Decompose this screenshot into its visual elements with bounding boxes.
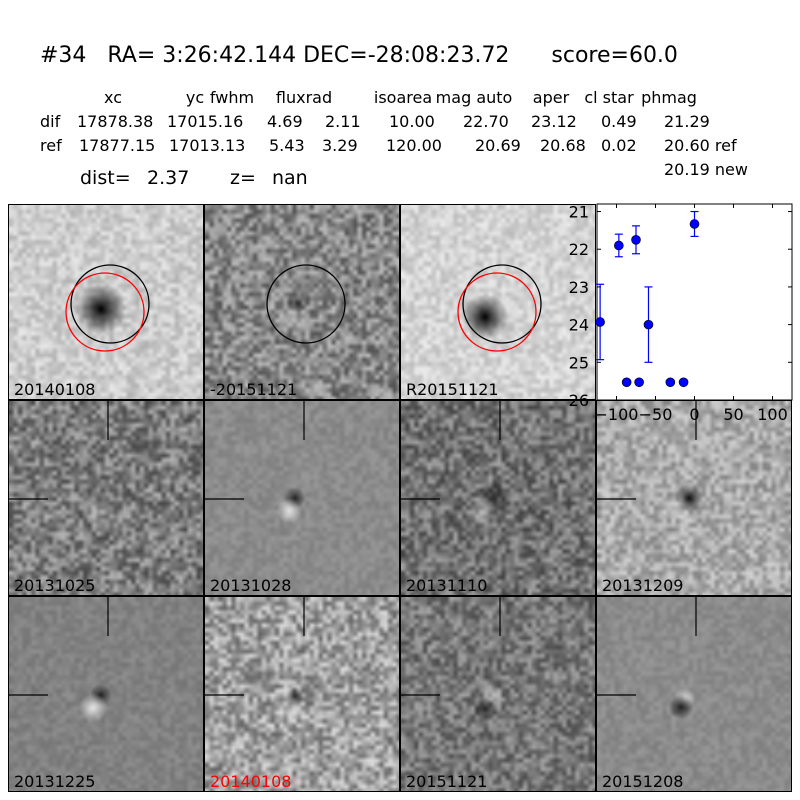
black-aperture-circle (70, 264, 150, 344)
image-stamp[interactable]: R20151121 (400, 204, 596, 400)
table-cell: 20.68 (540, 136, 586, 155)
table-cell: 21.29 (664, 112, 710, 131)
stamp-image (205, 597, 399, 791)
x-tick-label: −50 (639, 405, 673, 424)
x-tick-label: 100 (757, 405, 788, 424)
table-cell: 17877.15 (79, 136, 156, 155)
image-stamp[interactable]: 20151121 (400, 596, 596, 792)
image-stamp[interactable]: 20131025 (8, 400, 204, 596)
row-label: dif (40, 112, 61, 131)
column-header: fwhm (209, 88, 255, 107)
column-header: cl star (584, 88, 634, 107)
y-tick-label: 25 (569, 353, 589, 372)
image-stamp[interactable]: -20151121 (204, 204, 400, 400)
image-stamp[interactable]: 20140108 (204, 596, 400, 792)
data-point (621, 377, 632, 388)
row-label: ref (40, 136, 62, 155)
data-point (689, 219, 700, 229)
stamp-date-label: 20151208 (602, 772, 684, 791)
table-cell: 120.00 (386, 136, 442, 155)
stamp-date-label: 20131209 (602, 576, 684, 595)
z-label: z= (230, 167, 256, 189)
column-header: xc (104, 88, 122, 107)
black-aperture-circle (462, 264, 542, 344)
data-point (643, 319, 654, 330)
table-cell: 17013.13 (169, 136, 246, 155)
table-cell: 23.12 (531, 112, 577, 131)
table-cell: 20.60 ref (664, 136, 737, 155)
y-tick-label: 22 (569, 240, 589, 259)
stamp-image (401, 401, 595, 595)
data-point (634, 377, 644, 388)
black-aperture-circle (266, 264, 346, 344)
table-cell: 17015.16 (167, 112, 244, 131)
x-tick-label: 0 (689, 405, 699, 424)
data-point (595, 317, 605, 327)
column-header: phmag (641, 88, 697, 107)
stamp-date-label: R20151121 (406, 380, 499, 399)
y-tick-label: 24 (569, 316, 589, 335)
stamp-image (205, 205, 399, 399)
table-cell: 5.43 (269, 136, 305, 155)
table-cell: 2.11 (325, 112, 361, 131)
stamp-image (205, 401, 399, 595)
y-tick-label: 23 (569, 278, 589, 297)
data-point (614, 240, 624, 251)
image-stamp[interactable]: 20131110 (400, 400, 596, 596)
image-stamp[interactable]: 20131028 (204, 400, 400, 596)
stamp-image (9, 205, 203, 399)
y-tick-label: 21 (569, 203, 589, 222)
data-point (678, 377, 689, 388)
table-cell: 0.49 (601, 112, 637, 131)
image-stamp[interactable]: 20140108 (8, 204, 204, 400)
stamp-image (401, 205, 595, 399)
table-cell: 10.00 (389, 112, 435, 131)
table-cell: 20.69 (475, 136, 521, 155)
stamp-date-label: 20131110 (406, 576, 488, 595)
candidate-title: #34 RA= 3:26:42.144 DEC=-28:08:23.72 sco… (40, 43, 678, 68)
image-stamp[interactable]: 20131225 (8, 596, 204, 792)
table-cell: 4.69 (267, 112, 303, 131)
red-aperture-circle (65, 272, 145, 352)
table-cell: 17878.38 (77, 112, 154, 131)
stamp-date-label: 20151121 (406, 772, 488, 791)
stamp-date-label: 20140108 (210, 772, 292, 791)
stamp-date-label: -20151121 (210, 380, 298, 399)
data-point (665, 377, 676, 388)
column-header: aper (532, 88, 570, 107)
stamp-date-label: 20131025 (14, 576, 96, 595)
image-stamp[interactable]: 20151208 (596, 596, 792, 792)
stamp-date-label: 20131028 (210, 576, 292, 595)
stamp-image (597, 401, 791, 595)
z-value: nan (272, 167, 308, 189)
x-tick-label: 50 (723, 405, 743, 424)
table-cell: 3.29 (322, 136, 358, 155)
column-header: fluxrad (275, 88, 333, 107)
stamp-image (597, 597, 791, 791)
table-cell: 0.02 (601, 136, 637, 155)
stamp-date-label: 20131225 (14, 772, 96, 791)
x-tick-label: −100 (595, 405, 639, 424)
column-header: isoarea (373, 88, 433, 107)
data-point (631, 235, 641, 245)
stamp-date-label: 20140108 (14, 380, 96, 399)
dist-value: 2.37 (147, 167, 190, 189)
image-stamp[interactable]: 20131209 (596, 400, 792, 596)
dist-label: dist= (80, 167, 131, 189)
stamp-image (401, 597, 595, 791)
stamp-image (9, 401, 203, 595)
table-cell: 22.70 (463, 112, 509, 131)
y-tick-label: 26 (569, 391, 589, 410)
column-header: mag auto (435, 88, 513, 107)
red-aperture-circle (457, 272, 537, 352)
column-header: yc (185, 88, 205, 107)
phmag-new: 20.19 new (664, 160, 748, 179)
stamp-image (9, 597, 203, 791)
